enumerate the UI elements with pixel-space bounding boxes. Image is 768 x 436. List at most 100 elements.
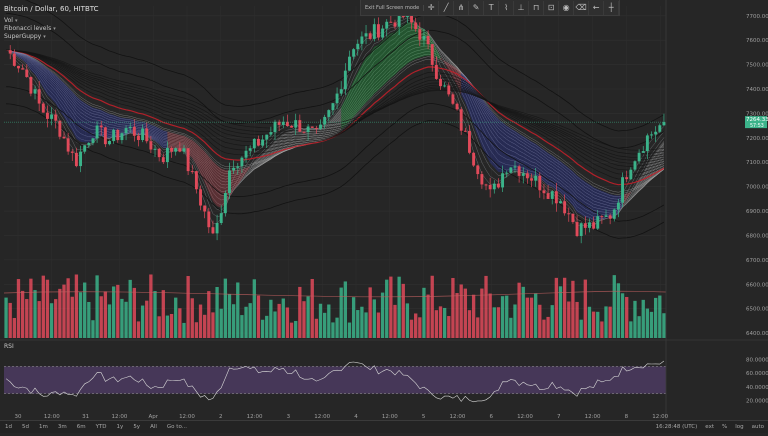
candle-body	[468, 131, 471, 153]
candle-body	[352, 49, 355, 56]
volume-bar	[443, 308, 446, 338]
volume-bar	[141, 306, 144, 338]
fork-icon[interactable]: ⋔	[454, 1, 469, 15]
goto-button[interactable]: Go to...	[162, 424, 192, 430]
ruler-icon[interactable]: ⊥	[514, 1, 529, 15]
volume-bar	[149, 274, 152, 338]
volume-bar	[406, 303, 409, 338]
range-6m[interactable]: 6m	[72, 424, 91, 430]
volume-bar	[377, 313, 380, 338]
auto-toggle[interactable]: auto	[748, 424, 768, 430]
volume-bar	[480, 289, 483, 338]
candle-body	[650, 134, 653, 135]
exit-fullscreen-button[interactable]: Exit Full Screen mode	[361, 5, 424, 11]
indicator-vol[interactable]: Vol▾	[4, 17, 18, 24]
candle-body	[249, 148, 252, 150]
price-tick-label: 6400.00	[746, 331, 768, 337]
price-tick-label: 6700.00	[746, 258, 768, 264]
volume-bar	[224, 279, 227, 338]
guppy-ribbon-segment	[589, 184, 593, 221]
range-5d[interactable]: 5d	[17, 424, 34, 430]
brush-icon[interactable]: ✎	[469, 1, 484, 15]
magnet-icon[interactable]: ⊓	[529, 1, 544, 15]
candle-body	[485, 184, 488, 185]
candle-body	[596, 216, 599, 228]
caret-down-icon[interactable]: ▾	[43, 34, 46, 40]
volume-bar	[364, 312, 367, 338]
eye-icon[interactable]: ◉	[559, 1, 574, 15]
candle-body	[154, 149, 157, 150]
candle-body	[133, 127, 136, 136]
candle-body	[625, 177, 628, 179]
price-tick-label: 7400.00	[746, 87, 768, 93]
range-5y[interactable]: 5y	[128, 424, 145, 430]
volume-bar	[265, 316, 268, 338]
volume-bar	[240, 315, 243, 338]
trend-line-icon[interactable]: ╱	[439, 1, 454, 15]
price-tick-label: 7200.00	[746, 136, 768, 142]
range-1y[interactable]: 1y	[112, 424, 129, 430]
guppy-ribbon-segment	[498, 119, 502, 172]
candle-body	[83, 145, 86, 151]
candle-body	[551, 191, 554, 199]
volume-bar	[356, 310, 359, 338]
candle-body	[605, 215, 608, 217]
volume-bar	[38, 301, 41, 338]
volume-bar	[112, 286, 115, 338]
crosshair-icon[interactable]: ┼	[604, 1, 619, 15]
candle-body	[427, 36, 430, 44]
candle-body	[108, 141, 111, 144]
candle-body	[567, 213, 570, 214]
range-1d[interactable]: 1d	[0, 424, 17, 430]
guppy-ribbon-segment	[585, 182, 589, 219]
trash-icon[interactable]: ⌫	[574, 1, 589, 15]
volume-bar	[397, 277, 400, 338]
guppy-ribbon-segment	[511, 128, 515, 171]
ext-toggle[interactable]: ext	[701, 424, 718, 430]
guppy-ribbon-segment	[213, 161, 217, 206]
log-toggle[interactable]: log	[731, 424, 747, 430]
candle-body	[294, 120, 297, 127]
guppy-ribbon-segment	[594, 187, 598, 221]
volume-bar	[71, 297, 74, 338]
indicator-superguppy[interactable]: SuperGuppy▾	[4, 33, 46, 40]
volume-bar	[373, 299, 376, 338]
guppy-ribbon-segment	[358, 65, 362, 113]
guppy-ribbon-segment	[72, 92, 76, 139]
candle-body	[348, 57, 351, 71]
candle-body	[617, 203, 620, 210]
percent-toggle[interactable]: %	[718, 424, 731, 430]
volume-bar	[9, 303, 12, 338]
indicator-fibonacci[interactable]: Fibonacci levels▾	[4, 25, 56, 32]
current-price-label: 7264.33	[746, 117, 768, 123]
volume-bar	[129, 280, 132, 338]
volume-bar	[207, 291, 210, 338]
lock-icon[interactable]: ⊡	[544, 1, 559, 15]
candle-body	[87, 143, 90, 145]
candle-body	[476, 166, 479, 175]
candle-body	[129, 127, 132, 128]
price-tick-label: 6900.00	[746, 209, 768, 215]
back-arrow-icon[interactable]: ←	[589, 1, 604, 15]
volume-bar	[613, 275, 616, 338]
range-all[interactable]: All	[145, 424, 162, 430]
candle-body	[323, 117, 326, 125]
guppy-ribbon-segment	[407, 22, 411, 63]
candle-body	[571, 214, 574, 222]
volume-bar	[116, 285, 119, 338]
cursor-icon[interactable]: ✛	[424, 1, 439, 15]
range-ytd[interactable]: YTD	[91, 424, 112, 430]
text-icon[interactable]: T	[484, 1, 499, 15]
caret-down-icon[interactable]: ▾	[15, 18, 18, 24]
volume-bar	[298, 287, 301, 338]
range-3m[interactable]: 3m	[53, 424, 72, 430]
range-1m[interactable]: 1m	[34, 424, 53, 430]
candle-body	[472, 153, 475, 166]
candle-body	[240, 158, 243, 167]
candle-body	[187, 148, 190, 171]
pattern-icon[interactable]: ⌇	[499, 1, 514, 15]
price-tick-label: 7600.00	[746, 38, 768, 44]
caret-down-icon[interactable]: ▾	[53, 26, 56, 32]
